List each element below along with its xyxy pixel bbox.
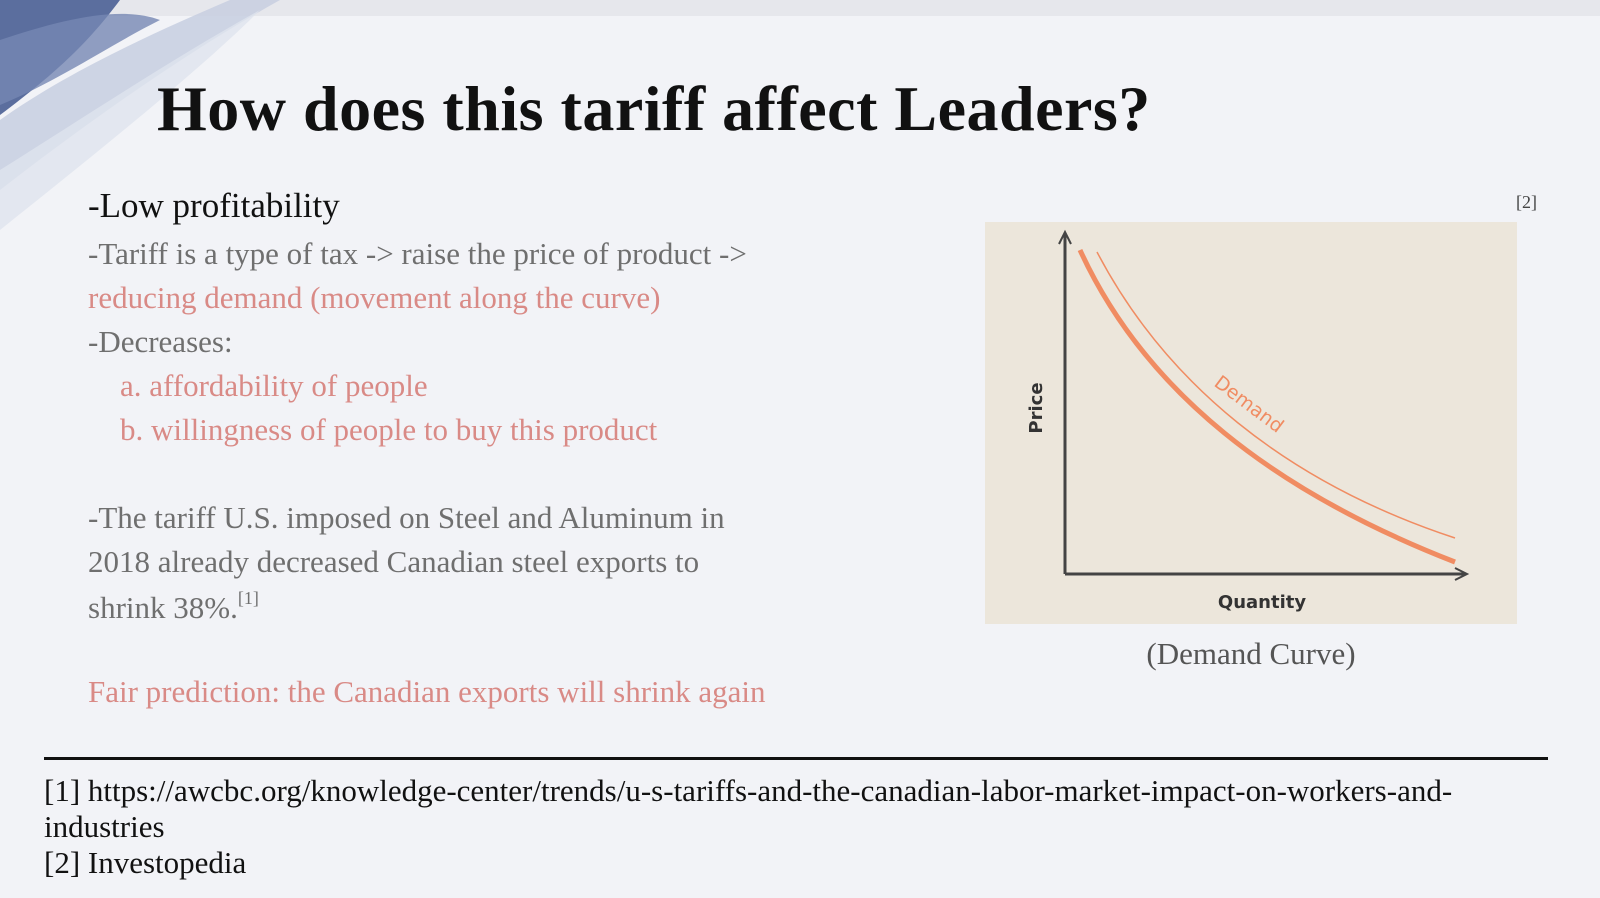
- citation-1: [1]: [237, 588, 259, 608]
- reference-2: [2] Investopedia: [44, 845, 247, 880]
- steel-paragraph-line-2: 2018 already decreased Canadian steel ex…: [88, 544, 700, 579]
- demand-curve-thin: [1096, 251, 1456, 539]
- figure-caption: (Demand Curve): [1146, 636, 1356, 671]
- footnote-divider: [44, 757, 1548, 760]
- steel-paragraph-line-1: -The tariff U.S. imposed on Steel and Al…: [88, 500, 725, 535]
- x-axis-arrow: [1454, 567, 1470, 581]
- item-affordability: a. affordability of people: [120, 368, 428, 403]
- window-top-bar: [0, 0, 1600, 16]
- reference-1: [1] https://awcbc.org/knowledge-center/t…: [44, 773, 1453, 844]
- tariff-line: -Tariff is a type of tax -> raise the pr…: [88, 236, 747, 271]
- brush-stroke-decoration: [0, 0, 280, 230]
- y-axis-arrow: [1058, 229, 1072, 245]
- reducing-demand-line: reducing demand (movement along the curv…: [88, 280, 661, 315]
- slide-title: How does this tariff affect Leaders?: [157, 73, 1151, 144]
- demand-curve-chart: Demand Quantity Price: [985, 222, 1517, 624]
- x-axis-label: Quantity: [1218, 592, 1306, 613]
- chart-background: [985, 222, 1517, 624]
- demand-curve-line: [1077, 248, 1456, 565]
- heading-low-profitability: -Low profitability: [88, 186, 340, 225]
- decreases-label: -Decreases:: [88, 324, 233, 359]
- y-axis-label: Price: [1026, 382, 1047, 433]
- steel-paragraph-line-3: shrink 38%.[1]: [88, 588, 259, 626]
- prediction-line: Fair prediction: the Canadian exports wi…: [88, 674, 766, 709]
- steel-paragraph-text: shrink 38%.: [88, 590, 238, 625]
- item-willingness: b. willingness of people to buy this pro…: [120, 412, 658, 447]
- references: [1] https://awcbc.org/knowledge-center/t…: [44, 773, 1564, 881]
- figure-citation: [2]: [1516, 192, 1537, 212]
